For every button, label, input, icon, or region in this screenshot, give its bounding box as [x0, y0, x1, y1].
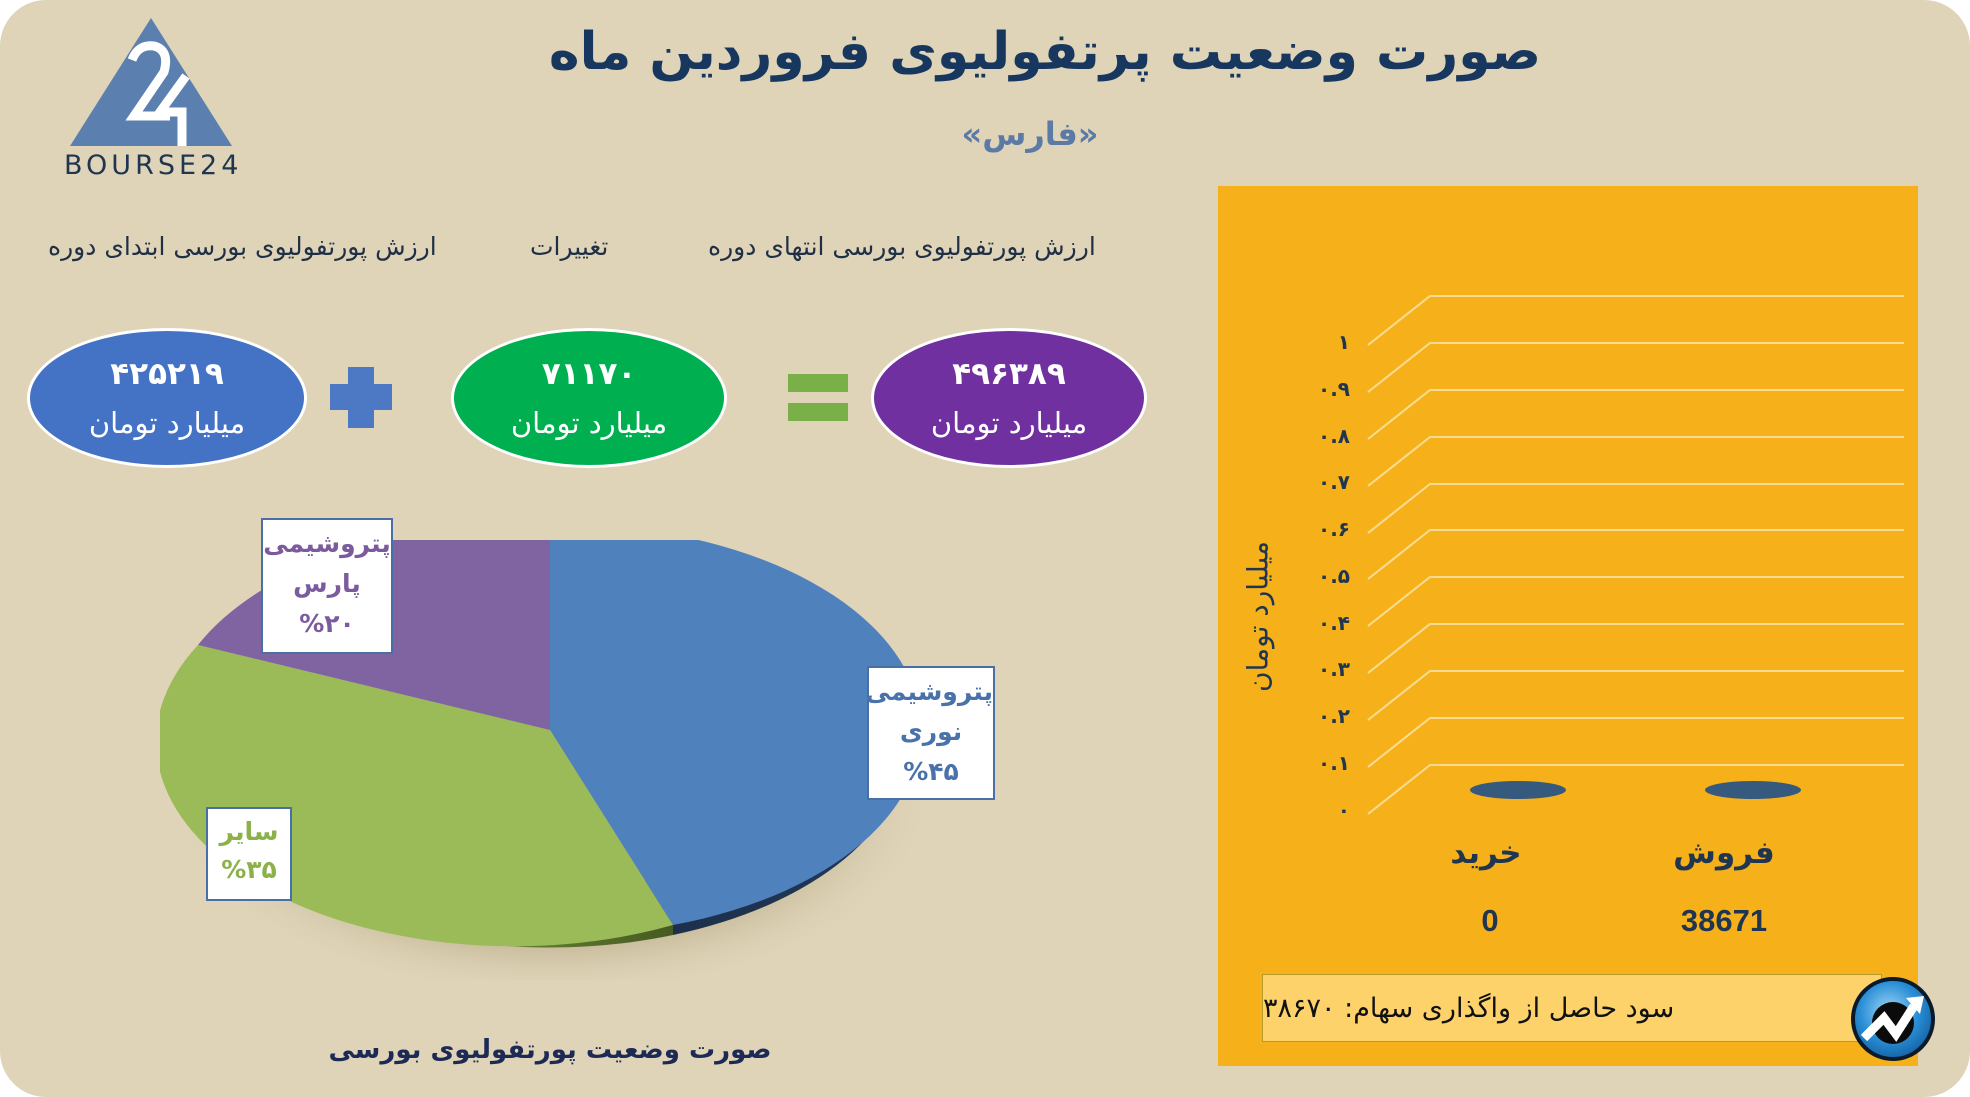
start-value: ۴۲۵۲۱۹ [110, 356, 224, 392]
trend-up-icon [1850, 976, 1936, 1062]
pie-label-name-line2: نوری [899, 717, 963, 746]
end-value: ۴۹۶۳۸۹ [952, 356, 1066, 392]
y-tick: ۱ [1337, 330, 1350, 354]
start-value-unit: میلیارد تومان [88, 406, 246, 440]
pie-label-name: پتروشیمی [263, 529, 391, 558]
y-tick: ۰.۶ [1317, 517, 1350, 541]
change-value: ۷۱۱۷۰ [541, 356, 637, 392]
profit-summary-text: سود حاصل از واگذاری سهام: ۳۸۶۷۰ [1263, 992, 1675, 1024]
end-value-ellipse: ۴۹۶۳۸۹ میلیارد تومان [871, 328, 1147, 468]
pie-label-name: پتروشیمی [865, 677, 993, 706]
end-value-unit: میلیارد تومان [930, 406, 1088, 440]
page-subtitle: «فارس» [961, 115, 1099, 153]
y-tick: ۰ [1337, 798, 1350, 822]
change-value-unit: میلیارد تومان [510, 406, 668, 440]
plus-icon-vertical [348, 367, 374, 428]
bar-buy [1470, 781, 1566, 799]
trade-bar-chart-grid [1360, 280, 1920, 820]
pie-chart-caption: صورت وضعیت پورتفولیوی بورسی [328, 1035, 772, 1065]
y-tick: ۰.۱ [1317, 751, 1350, 775]
start-value-label: ارزش پورتفولیوی بورسی ابتدای دوره [48, 232, 437, 261]
pie-label-petrochemical-pars: پتروشیمی پارس %۲۰ [261, 518, 393, 654]
equals-icon [788, 374, 848, 392]
trade-chart-panel [1218, 186, 1918, 1066]
pie-label-name: سایر [219, 817, 279, 846]
y-tick: ۰.۸ [1317, 424, 1350, 448]
pie-label-percent: %۴۵ [903, 757, 959, 786]
y-tick: ۰.۴ [1317, 611, 1350, 635]
pie-label-petrochemical-noori: پتروشیمی نوری %۴۵ [865, 666, 995, 800]
y-tick: ۰.۳ [1317, 657, 1350, 681]
logo-wordmark: BOURSE24 [64, 150, 243, 181]
y-axis-title-text: میلیارد تومان [1241, 541, 1275, 692]
pie-label-percent: %۲۰ [299, 609, 355, 638]
start-value-ellipse: ۴۲۵۲۱۹ میلیارد تومان [27, 328, 307, 468]
change-value-ellipse: ۷۱۱۷۰ میلیارد تومان [451, 328, 727, 468]
pie-label-other: سایر %۳۵ [206, 807, 292, 901]
y-axis-title: میلیارد تومان [1228, 515, 1288, 715]
end-value-label: ارزش پورتفولیوی بورسی انتهای دوره [708, 232, 1096, 261]
logo-triangle-icon [70, 18, 232, 146]
pie-label-name-line2: پارس [293, 569, 361, 598]
category-buy-value: 0 [1481, 903, 1499, 938]
y-tick: ۰.۵ [1317, 564, 1350, 588]
category-sell-label: فروش [1673, 835, 1775, 871]
page-title: صورت وضعیت پرتفولیوی فروردین ماه [548, 22, 1542, 82]
equals-icon-lower [788, 403, 848, 421]
category-sell-value: 38671 [1680, 903, 1768, 938]
bar-sell [1705, 781, 1801, 799]
pie-label-percent: %۳۵ [221, 855, 277, 884]
change-label: تغییرات [530, 232, 609, 261]
profit-summary-box: سود حاصل از واگذاری سهام: ۳۸۶۷۰ [1262, 974, 1882, 1042]
y-tick: ۰.۹ [1317, 377, 1350, 401]
y-tick: ۰.۷ [1317, 470, 1350, 494]
category-buy-label: خرید [1450, 835, 1522, 871]
bourse24-logo [66, 16, 236, 186]
y-tick: ۰.۲ [1317, 704, 1350, 728]
